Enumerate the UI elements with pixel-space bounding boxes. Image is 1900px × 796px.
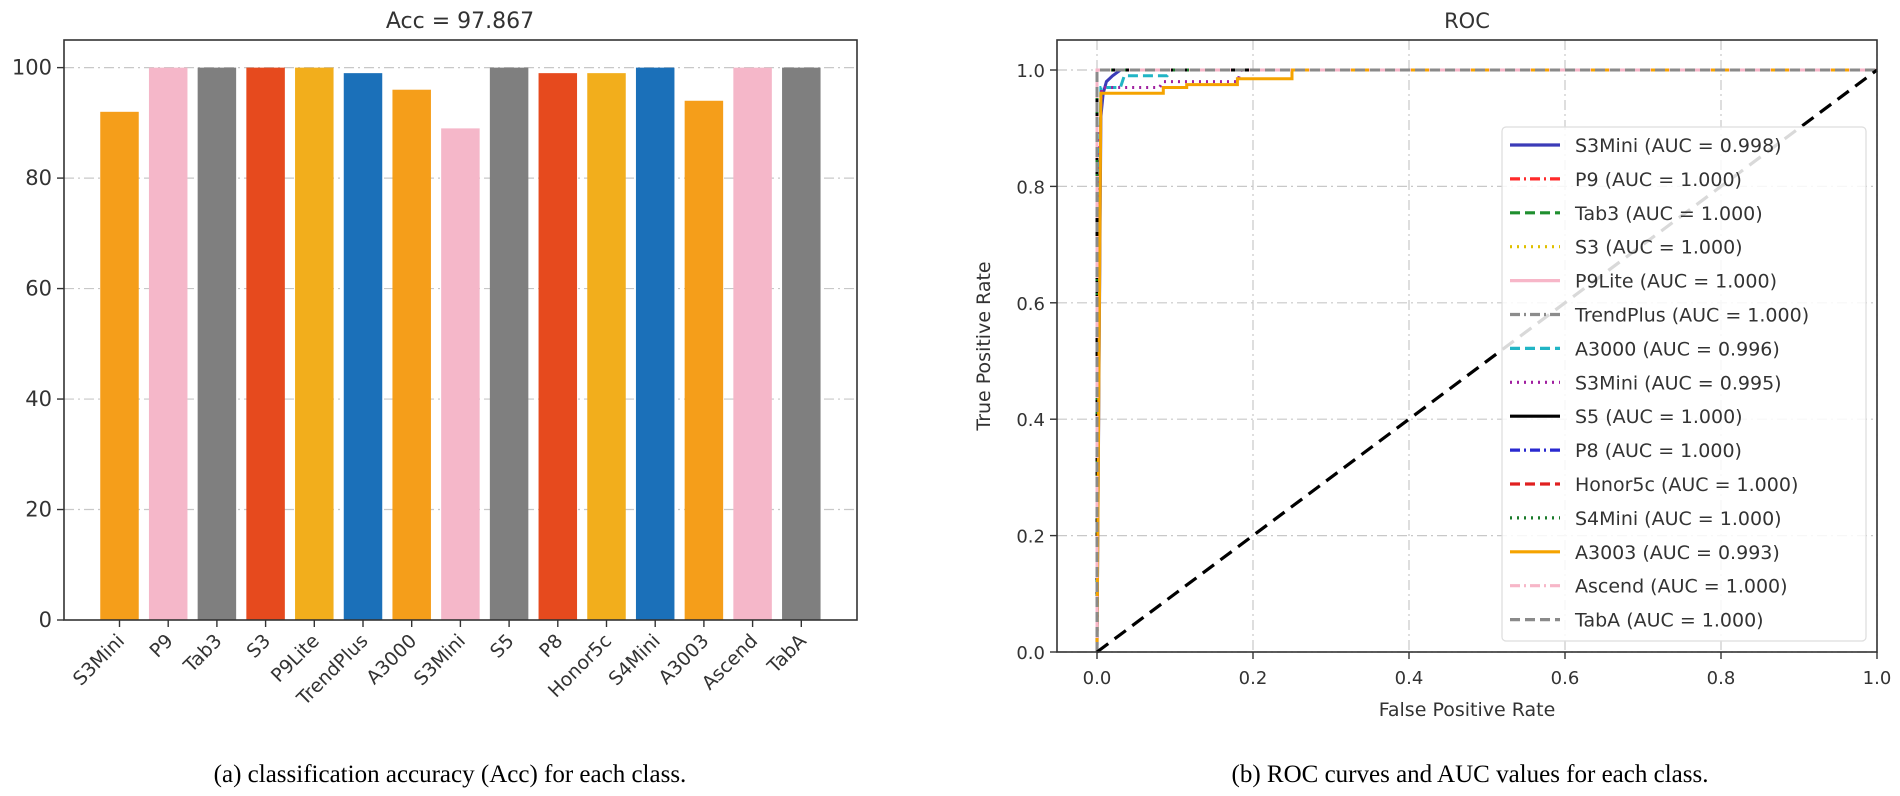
roc-curve [1095, 68, 1877, 652]
legend-entry-label: S3Mini (AUC = 0.998) [1575, 135, 1782, 157]
legend-entry-label: S4Mini (AUC = 1.000) [1575, 508, 1782, 530]
bar-x-ticks: S3Mini P9 Tab3 S3P9LiteTrendPlusA3000S3Mini… [69, 620, 811, 710]
x-tick-label: 0.4 [1395, 668, 1424, 689]
roc-title: ROC [1444, 9, 1490, 33]
x-tick-label: S3Mini [69, 630, 129, 690]
legend-entry-label: Ascend (AUC = 1.000) [1575, 576, 1788, 598]
x-tick-label: 0.8 [1707, 668, 1736, 689]
bar-gridlines [64, 67, 857, 511]
chance-diagonal-line [1096, 68, 1878, 654]
x-tick-label: S5 [486, 630, 519, 663]
legend-entry-label: TrendPlus (AUC = 1.000) [1574, 305, 1809, 327]
bar-s3 [246, 67, 285, 621]
bar-s3mini [100, 111, 139, 621]
y-tick-label: 0.2 [1016, 527, 1045, 548]
x-tick-label: P8 [535, 630, 567, 662]
bar-trendplus [343, 73, 383, 620]
bar-a3003 [684, 100, 724, 620]
bar-s4mini [635, 67, 675, 621]
bar-s5 [489, 67, 529, 621]
legend-entry-label: TabA (AUC = 1.000) [1574, 610, 1764, 632]
x-tick-label: 0.2 [1239, 668, 1268, 689]
legend-entry-label: Tab3 (AUC = 1.000) [1574, 203, 1763, 225]
caption-b: (b) ROC curves and AUC values for each c… [1232, 761, 1709, 788]
x-tick-label: Tab3 [179, 630, 227, 678]
bar-p8 [538, 73, 578, 620]
y-tick-label: 80 [25, 166, 52, 190]
bar-honor5c [587, 73, 626, 620]
x-tick-label: 1.0 [1863, 668, 1892, 689]
legend-entry-label: A3000 (AUC = 0.996) [1575, 338, 1780, 360]
roc-chart: ROC 0.0 0.2 0.4 0.6 0.8 1.0 0.0 0.2 0.4 0.6 0.8 1.0… [973, 9, 1891, 788]
bar-chart-title: Acc = 97.867 [386, 9, 534, 34]
y-tick-label: 0.8 [1016, 177, 1045, 198]
bar-p9 [148, 67, 188, 621]
x-tick-label: 0.0 [1083, 668, 1112, 689]
x-tick-label: S3 [242, 630, 275, 663]
x-tick-label: A3000 [362, 630, 421, 689]
roc-curves [1095, 68, 1878, 654]
bar-taba [782, 67, 821, 621]
bar-y-ticks: 0 20 40 60 80 100 [12, 56, 64, 632]
x-tick-label: S4Mini [605, 630, 665, 690]
bar-axes-frame [63, 39, 858, 621]
y-tick-label: 40 [25, 387, 52, 411]
roc-y-label: True Positive Rate [973, 261, 995, 431]
legend-entry-label: S3Mini (AUC = 0.995) [1575, 372, 1782, 394]
y-tick-label: 20 [25, 498, 52, 522]
roc-ticks: 0.0 0.2 0.4 0.6 0.8 1.0 0.0 0.2 0.4 0.6 0.8 1.0 [1016, 61, 1891, 689]
legend-entry-label: P9 (AUC = 1.000) [1575, 169, 1742, 191]
legend-entry-label: S3 (AUC = 1.000) [1575, 237, 1743, 259]
bar-tab3 [197, 67, 237, 621]
legend-entry-label: Honor5c (AUC = 1.000) [1575, 474, 1798, 496]
bar-ascend [733, 67, 772, 621]
y-tick-label: 100 [12, 56, 52, 80]
roc-curve [1095, 68, 1877, 653]
legend-box [1501, 126, 1867, 642]
y-tick-label: 0.0 [1016, 643, 1045, 664]
y-tick-label: 1.0 [1016, 61, 1045, 82]
y-tick-label: 0.4 [1016, 410, 1045, 431]
legend-entry-label: P8 (AUC = 1.000) [1575, 440, 1742, 462]
x-tick-label: S3Mini [410, 630, 470, 690]
x-tick-label: 0.6 [1551, 668, 1580, 689]
bars [100, 67, 821, 621]
roc-legend: S3Mini (AUC = 0.998) P9 (AUC = 1.000) Tab3… [1501, 126, 1867, 642]
x-tick-label: P9 [146, 630, 178, 662]
caption-a: (a) classification accuracy (Acc) for ea… [214, 761, 687, 788]
bar-p9lite [295, 67, 334, 621]
roc-x-label: False Positive Rate [1379, 699, 1556, 721]
y-tick-label: 0.6 [1016, 294, 1045, 315]
bar-chart-accuracy: Acc = 97.867 0 20 40 60 80 100 S3Mini P9 Tab3 S3… [12, 9, 858, 788]
legend-entry-label: S5 (AUC = 1.000) [1575, 406, 1743, 428]
bar-s3mini [441, 128, 480, 620]
y-tick-label: 0 [39, 608, 52, 632]
x-tick-label: TabA [763, 630, 811, 678]
bar-a3000 [392, 89, 431, 620]
legend-entry-label: A3003 (AUC = 0.993) [1575, 542, 1780, 564]
roc-axes-frame [1056, 39, 1878, 653]
y-tick-label: 60 [25, 277, 52, 301]
legend-entry-label: P9Lite (AUC = 1.000) [1575, 271, 1777, 293]
